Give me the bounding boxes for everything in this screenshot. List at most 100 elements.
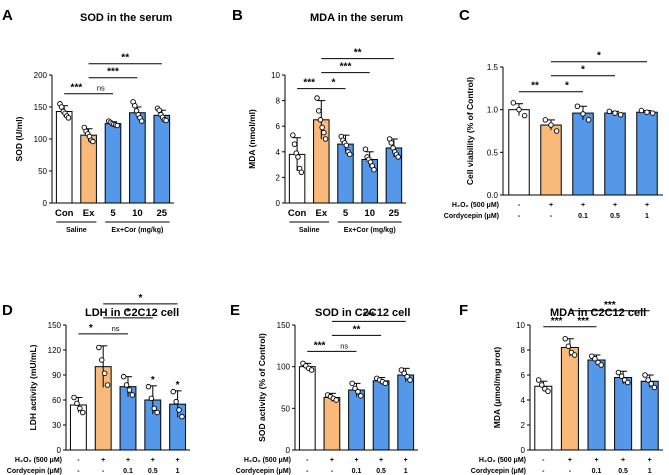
cordycepin-value: 0.5 [610,213,620,220]
bar [129,112,146,204]
cordycepin-value: 0.5 [148,468,158,475]
data-point [571,352,578,358]
data-point [352,385,358,392]
x-tick-label: Ex [83,208,95,219]
bar [323,397,341,451]
h2o2-value: + [594,457,598,464]
data-point [398,367,405,373]
data-point [565,343,572,350]
data-point [598,362,604,368]
sig-label: * [581,65,585,76]
data-point [317,117,324,123]
data-point [90,138,96,145]
data-point [382,380,389,387]
h2o2-value: + [101,457,105,464]
group-label-excor: Ex+Cor (mg/kg) [344,227,396,234]
data-point [548,122,554,128]
bar [298,366,316,451]
h2o2-row-label: H₂O₂ (500 μM) [244,457,291,464]
data-point [120,373,127,380]
h2o2-value: + [354,457,358,464]
y-axis-label: LDH activity (mU/mL) [28,344,38,430]
data-point [98,357,105,363]
cordycepin-value: - [77,468,80,475]
h2o2-value: + [568,457,572,464]
data-point [138,118,145,124]
data-point [322,136,329,142]
data-point [516,106,522,113]
data-point [163,117,169,124]
x-tick-label: Con [55,208,74,219]
y-tick-label: 10 [516,321,525,330]
sig-label: ns [340,341,348,350]
data-point [290,132,296,138]
h2o2-row-label: H₂O₂ (500 μM) [15,457,62,464]
sig-label: * [126,307,130,318]
y-tick-label: 4 [276,148,281,157]
sig-label: *** [604,300,616,311]
panel-d: D LDH in C2C12 cell 0 30 60 90 120 150 LDH activ… [2,293,190,475]
y-tick-label: 2 [521,421,526,430]
data-point [321,129,327,136]
h2o2-value: + [581,202,585,209]
h2o2-value: - [518,202,521,209]
y-tick-label: 50 [281,404,290,413]
data-point [145,383,152,390]
data-point [114,122,121,129]
data-point [617,112,624,118]
cordycepin-row-label: Cordycepin (μM) [7,468,62,475]
panel-label: D [2,302,13,319]
data-point [592,356,598,362]
cordycepin-value: 1 [648,468,652,475]
data-point [80,409,86,416]
data-point [173,398,179,405]
bar [587,359,606,451]
cordycepin-value: - [550,213,553,220]
sig-label: *** [314,340,326,351]
sig-label: *** [303,78,315,89]
panel-title: MDA in C2C12 cell [550,307,646,319]
data-point [625,379,631,386]
y-tick-label: 4 [521,396,526,405]
data-point [618,373,625,380]
sig-label: *** [363,310,375,321]
panel-a: A SOD in the serum 0 50 100 150 200 SOD (U/ml) *… [2,7,174,234]
panel-label: F [459,302,468,319]
panel-label: E [230,302,240,319]
data-point [371,166,377,173]
y-axis-label: SOD (U/ml) [14,116,24,161]
data-point [154,409,160,416]
h2o2-value: - [77,457,80,464]
cordycepin-row-label: Cordycepin (μM) [471,468,526,475]
data-point [562,336,568,342]
data-point [132,102,138,109]
h2o2-value: + [176,457,180,464]
data-point [291,141,298,147]
x-tick-label: 10 [132,208,143,219]
y-tick-label: 150 [277,321,291,330]
data-point [123,382,130,388]
data-point [104,382,111,388]
sig-label: * [597,51,601,62]
panel-title: SOD in the serum [80,12,173,24]
cordycepin-value: 1 [404,468,408,475]
data-point [176,407,182,413]
y-tick-label: 60 [52,396,61,405]
panel-label: C [459,7,470,24]
cordycepin-value: - [569,468,572,475]
bar-star: * [176,380,180,391]
data-point [645,377,651,383]
x-tick-label: 25 [389,208,400,219]
data-point [170,388,176,395]
cordycepin-value: 0.1 [352,468,362,475]
x-tick-label: 25 [157,208,168,219]
data-point [542,117,549,123]
group-label-saline: Saline [66,227,87,234]
y-tick-label: 0 [43,199,48,208]
data-point [553,128,560,134]
data-point [510,100,517,106]
bar [55,110,73,204]
bar [534,385,553,451]
bar [372,380,390,451]
y-axis-label: SOD activity (% of Control) [257,333,267,442]
